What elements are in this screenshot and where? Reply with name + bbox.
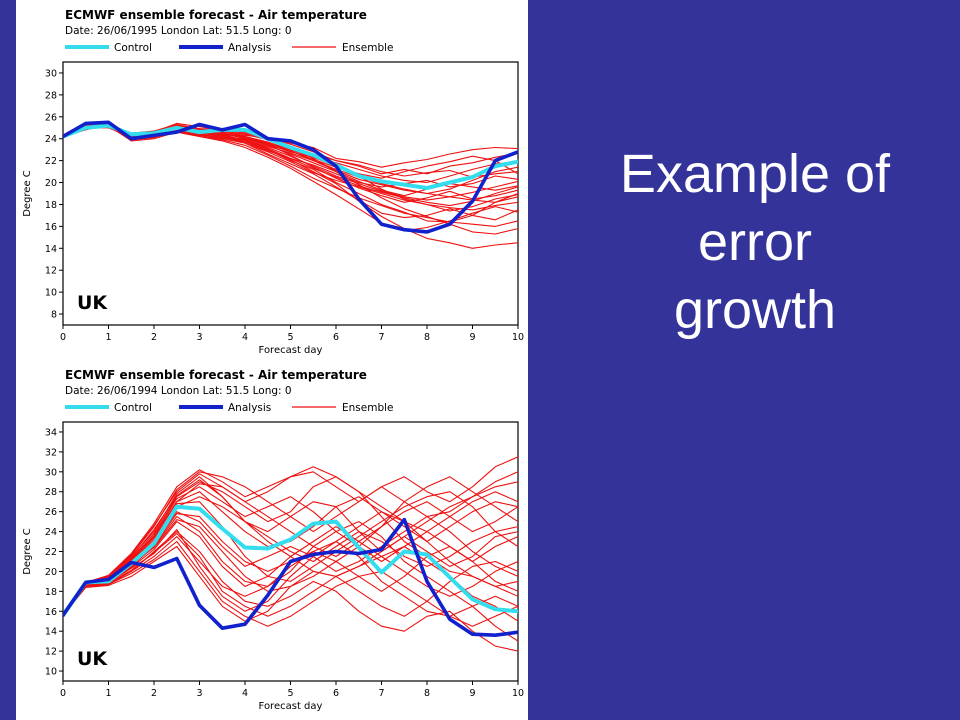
x-tick-label: 4 bbox=[242, 332, 248, 343]
analysis-line bbox=[63, 517, 518, 638]
caption-line-2: error bbox=[697, 212, 812, 272]
x-tick-label: 10 bbox=[512, 688, 524, 699]
y-tick-label: 18 bbox=[45, 200, 57, 211]
legend-analysis-label: Analysis bbox=[228, 402, 271, 414]
x-tick-label: 3 bbox=[196, 332, 202, 343]
y-tick-label: 30 bbox=[45, 68, 57, 79]
series-lines bbox=[63, 456, 518, 652]
x-tick-label: 8 bbox=[424, 332, 430, 343]
ensemble-member-line bbox=[63, 516, 518, 642]
legend-ensemble-label: Ensemble bbox=[342, 42, 394, 54]
x-tick-label: 9 bbox=[469, 688, 475, 699]
x-tick-label: 8 bbox=[424, 688, 430, 699]
x-tick-label: 2 bbox=[151, 332, 157, 343]
y-tick-label: 30 bbox=[45, 467, 57, 478]
analysis-line bbox=[63, 120, 518, 234]
y-tick-label: 28 bbox=[45, 487, 57, 498]
y-tick-label: 16 bbox=[45, 607, 57, 618]
y-tick-label: 28 bbox=[45, 90, 57, 101]
slide-caption: Example of error growth bbox=[560, 140, 950, 344]
ensemble-charts-svg: ECMWF ensemble forecast - Air temperatur… bbox=[22, 8, 524, 712]
y-tick-label: 8 bbox=[51, 310, 57, 321]
y-tick-label: 22 bbox=[45, 156, 57, 167]
legend-control-label: Control bbox=[114, 402, 152, 414]
y-tick-label: 20 bbox=[45, 567, 57, 578]
y-tick-label: 12 bbox=[45, 266, 57, 277]
region-tag: UK bbox=[77, 648, 108, 670]
y-tick-label: 26 bbox=[45, 112, 57, 123]
legend-control-label: Control bbox=[114, 42, 152, 54]
chart-panel-1: ECMWF ensemble forecast - Air temperatur… bbox=[22, 8, 524, 356]
x-tick-label: 6 bbox=[333, 688, 339, 699]
x-tick-label: 3 bbox=[196, 688, 202, 699]
ensemble-member-line bbox=[63, 466, 518, 616]
chart-subtitle: Date: 26/06/1994 London Lat: 51.5 Long: … bbox=[65, 385, 292, 397]
ensemble-member-line bbox=[63, 486, 518, 616]
x-tick-label: 5 bbox=[287, 332, 293, 343]
y-tick-label: 18 bbox=[45, 587, 57, 598]
y-tick-label: 14 bbox=[45, 244, 57, 255]
y-tick-label: 34 bbox=[45, 427, 57, 438]
x-tick-label: 9 bbox=[469, 332, 475, 343]
chart-title: ECMWF ensemble forecast - Air temperatur… bbox=[65, 368, 367, 382]
x-tick-label: 0 bbox=[60, 332, 66, 343]
chart-panel-2: ECMWF ensemble forecast - Air temperatur… bbox=[22, 368, 524, 712]
y-tick-label: 14 bbox=[45, 627, 57, 638]
ensemble-member-line bbox=[63, 125, 518, 221]
x-tick-label: 7 bbox=[378, 332, 384, 343]
x-tick-label: 0 bbox=[60, 688, 66, 699]
x-tick-label: 2 bbox=[151, 688, 157, 699]
x-tick-label: 7 bbox=[378, 688, 384, 699]
y-tick-label: 24 bbox=[45, 527, 57, 538]
plot-area bbox=[62, 61, 519, 326]
ensemble-member-line bbox=[63, 471, 518, 616]
y-tick-label: 26 bbox=[45, 507, 57, 518]
legend-ensemble-label: Ensemble bbox=[342, 402, 394, 414]
x-tick-label: 1 bbox=[105, 688, 111, 699]
chart-title: ECMWF ensemble forecast - Air temperatur… bbox=[65, 8, 367, 22]
y-tick-label: 20 bbox=[45, 178, 57, 189]
caption-line-3: growth bbox=[673, 280, 837, 340]
chart-subtitle: Date: 26/06/1995 London Lat: 51.5 Long: … bbox=[65, 25, 292, 37]
series-lines bbox=[63, 120, 518, 249]
ensemble-member-line bbox=[63, 483, 518, 616]
y-tick-label: 10 bbox=[45, 288, 57, 299]
x-tick-label: 10 bbox=[512, 332, 524, 343]
y-tick-label: 16 bbox=[45, 222, 57, 233]
y-tick-label: 32 bbox=[45, 447, 57, 458]
ensemble-member-line bbox=[63, 491, 518, 616]
ensemble-member-line bbox=[63, 540, 518, 627]
ensemble-member-line bbox=[63, 536, 518, 616]
ensemble-member-line bbox=[63, 476, 518, 616]
region-tag: UK bbox=[77, 292, 108, 314]
y-axis-label: Degree C bbox=[22, 528, 33, 575]
caption-line-1: Example of bbox=[619, 144, 891, 204]
y-tick-label: 12 bbox=[45, 647, 57, 658]
y-tick-label: 24 bbox=[45, 134, 57, 145]
ensemble-forecast-figure: ECMWF ensemble forecast - Air temperatur… bbox=[16, 0, 528, 720]
y-tick-label: 10 bbox=[45, 667, 57, 678]
ensemble-member-line bbox=[63, 479, 518, 616]
control-line bbox=[63, 504, 518, 618]
x-tick-label: 6 bbox=[333, 332, 339, 343]
x-tick-label: 4 bbox=[242, 688, 248, 699]
legend-analysis-label: Analysis bbox=[228, 42, 271, 54]
x-axis-label: Forecast day bbox=[259, 701, 323, 712]
control-line bbox=[63, 123, 518, 190]
x-tick-label: 5 bbox=[287, 688, 293, 699]
y-tick-label: 22 bbox=[45, 547, 57, 558]
y-axis-label: Degree C bbox=[22, 170, 33, 217]
x-tick-label: 1 bbox=[105, 332, 111, 343]
x-axis-label: Forecast day bbox=[259, 345, 323, 356]
